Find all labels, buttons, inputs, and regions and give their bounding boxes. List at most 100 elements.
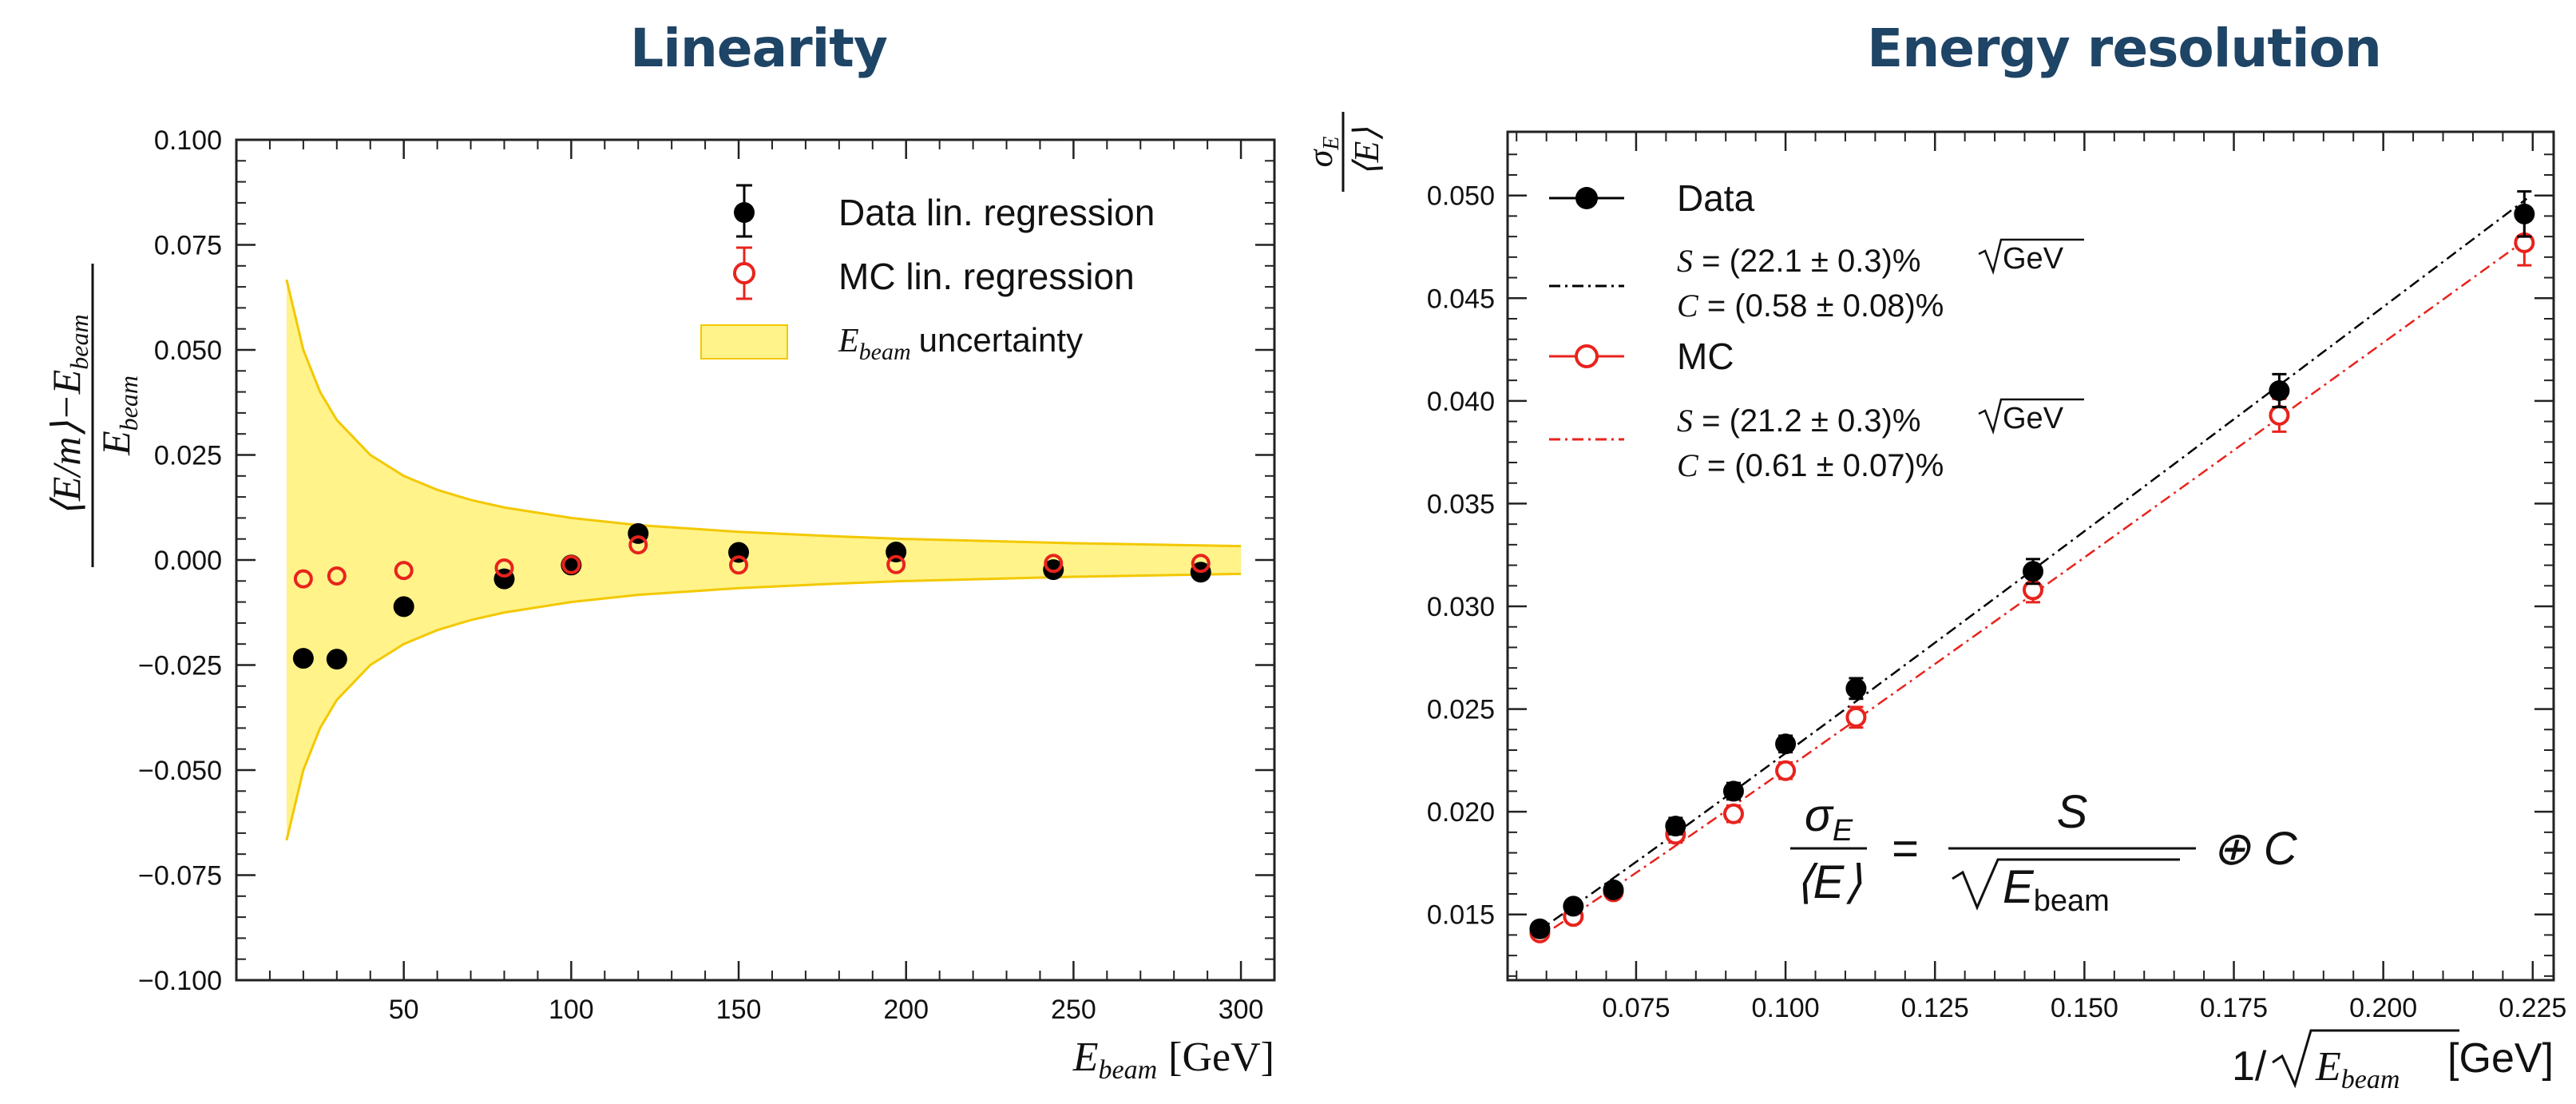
- formula-rhs-sub: beam: [2034, 884, 2110, 918]
- formula-lhs-sigma: σ: [1805, 789, 1834, 841]
- data-point: [1665, 816, 1686, 837]
- mc-point: [494, 558, 514, 578]
- x-tick-label: 0.125: [1901, 993, 1969, 1023]
- legend-mc-gev: GeV: [2003, 402, 2064, 435]
- resolution-ylabel: σE ⟨E⟩: [1301, 112, 1386, 192]
- y-tick-label: −0.025: [138, 651, 222, 681]
- legend-data-marker: [734, 184, 755, 238]
- formula-rhs-E: E: [2003, 861, 2035, 913]
- data-point: [1043, 559, 1064, 581]
- y-tick-label: 0.030: [1427, 592, 1495, 622]
- resolution-xlabel: 1/ Ebeam [GeV]: [2232, 1029, 2554, 1094]
- y-tick-label: 0.045: [1427, 284, 1495, 314]
- y-tick-label: 0.020: [1427, 797, 1495, 828]
- ylabel-denominator: E: [93, 431, 138, 456]
- x-tick-label: 0.200: [2349, 993, 2417, 1023]
- y-tick-label: 0.025: [154, 441, 222, 471]
- r-ylabel-denominator: ⟨E⟩: [1347, 127, 1386, 176]
- mc-point: [1722, 803, 1744, 824]
- y-tick-label: −0.100: [138, 966, 222, 996]
- svg-text:σE: σE: [1805, 789, 1853, 848]
- svg-text:C = (0.58 ± 0.08)%: C = (0.58 ± 0.08)%: [1677, 288, 1944, 324]
- data-point: [1722, 780, 1744, 802]
- legend-mc-marker: [733, 246, 755, 300]
- xlabel-sub: beam: [1099, 1055, 1158, 1085]
- xlabel-unit: [GeV]: [1168, 1035, 1274, 1080]
- y-tick-label: 0.050: [1427, 181, 1495, 212]
- x-tick-label: 150: [716, 995, 762, 1025]
- ylabel-denominator-sub: beam: [114, 375, 143, 431]
- y-tick-label: 0.040: [1427, 387, 1495, 417]
- legend-data-S-sym: S: [1677, 243, 1693, 279]
- r-ylabel-numerator-sub: E: [1319, 137, 1344, 151]
- energy-resolution-title: Energy resolution: [1867, 18, 2382, 79]
- svg-text:Ebeam: Ebeam: [2003, 861, 2110, 918]
- legend-band-label: Ebeam uncertainty: [838, 321, 1083, 365]
- svg-text:Ebeam: Ebeam: [2315, 1044, 2400, 1094]
- legend-data-marker: [1575, 187, 1598, 209]
- uncertainty-band-upper-edge: [285, 279, 1242, 548]
- legend-mc-label: MC lin. regression: [838, 256, 1135, 297]
- data-point: [2514, 203, 2535, 224]
- xlabel-symbol: E: [1072, 1035, 1099, 1080]
- svg-text:⟨E/m⟩−Ebeam: ⟨E/m⟩−Ebeam: [44, 314, 93, 516]
- mc-point: [1775, 760, 1797, 781]
- legend-data-gev: GeV: [2003, 242, 2064, 276]
- y-tick-label: 0.035: [1427, 489, 1495, 519]
- y-tick-label: 0.050: [154, 336, 222, 366]
- uncertainty-band-lower-edge: [285, 572, 1242, 841]
- formula-eq: =: [1892, 823, 1919, 875]
- y-tick-label: 0.100: [154, 125, 222, 156]
- x-tick-label: 0.175: [2200, 993, 2268, 1023]
- x-tick-label: 200: [883, 995, 929, 1025]
- data-point: [393, 596, 414, 618]
- formula-oplus: ⊕ C: [2212, 823, 2298, 875]
- formula-lhs-den: ⟨E⟩: [1795, 856, 1862, 908]
- legend-mc-C-value: = (0.61 ± 0.07)%: [1707, 448, 1944, 483]
- legend-band-swatch: [700, 324, 788, 359]
- mc-point: [394, 561, 414, 581]
- legend-mc-S-sym: S: [1677, 403, 1693, 439]
- svg-text:S = (22.1 ± 0.3)%: S = (22.1 ± 0.3)%: [1677, 243, 1920, 279]
- linearity-chart: 0.100 0.075 0.050 0.025 0.000 −0.025 −0.050 −0.…: [44, 125, 1276, 1085]
- r-xlabel-sub: beam: [2341, 1065, 2400, 1094]
- data-point: [1603, 879, 1624, 900]
- legend-band-symbol: E: [838, 323, 859, 359]
- x-tick-label: 0.225: [2499, 993, 2566, 1023]
- svg-text:C = (0.61 ± 0.07)%: C = (0.61 ± 0.07)%: [1677, 447, 1944, 483]
- svg-text:S = (21.2 ± 0.3)%: S = (21.2 ± 0.3)%: [1677, 403, 1920, 439]
- resolution-legend: Data S = (22.1 ± 0.3)% GeV C = (0.58 ± 0…: [1549, 177, 2084, 483]
- data-point: [2022, 561, 2043, 582]
- x-tick-label: 0.150: [2051, 993, 2118, 1023]
- x-tick-label: 0.075: [1602, 993, 1670, 1023]
- linearity-ylabel: ⟨E/m⟩−Ebeam Ebeam: [44, 264, 143, 567]
- x-tick-label: 100: [549, 995, 594, 1025]
- linearity-xlabel: Ebeam [GeV]: [1072, 1035, 1274, 1085]
- formula-lhs-sub: E: [1833, 814, 1853, 848]
- mc-point: [561, 554, 581, 574]
- legend-data-S-value: = (22.1 ± 0.3)%: [1702, 244, 1920, 279]
- r-xlabel-unit: [GeV]: [2447, 1035, 2554, 1082]
- y-tick-label: 0.075: [154, 231, 222, 261]
- resolution-formula: σE ⟨E⟩ = S Ebeam ⊕ C: [1790, 786, 2298, 918]
- mc-point: [729, 555, 749, 575]
- r-legend-mc-label: MC: [1677, 336, 1734, 377]
- mc-point: [1191, 554, 1211, 574]
- data-point: [1529, 918, 1551, 939]
- formula-rhs-S: S: [2057, 786, 2088, 838]
- legend-band-rest: uncertainty: [919, 321, 1083, 359]
- mc-point: [1044, 554, 1064, 574]
- r-xlabel-prefix: 1/: [2232, 1043, 2267, 1090]
- legend-data-label: Data lin. regression: [838, 192, 1155, 233]
- ylabel-numerator: ⟨E/m⟩−E: [44, 370, 89, 517]
- legend-data-C-sym: C: [1677, 288, 1699, 324]
- mc-point: [628, 535, 648, 555]
- y-tick-label: 0.015: [1427, 900, 1495, 931]
- data-point: [2269, 380, 2290, 401]
- data-point: [326, 649, 347, 670]
- svg-text:Ebeam: Ebeam: [93, 375, 143, 456]
- y-tick-label: 0.025: [1427, 695, 1495, 725]
- legend-mc-C-sym: C: [1677, 447, 1699, 483]
- data-point: [292, 648, 314, 669]
- data-point: [1845, 677, 1867, 699]
